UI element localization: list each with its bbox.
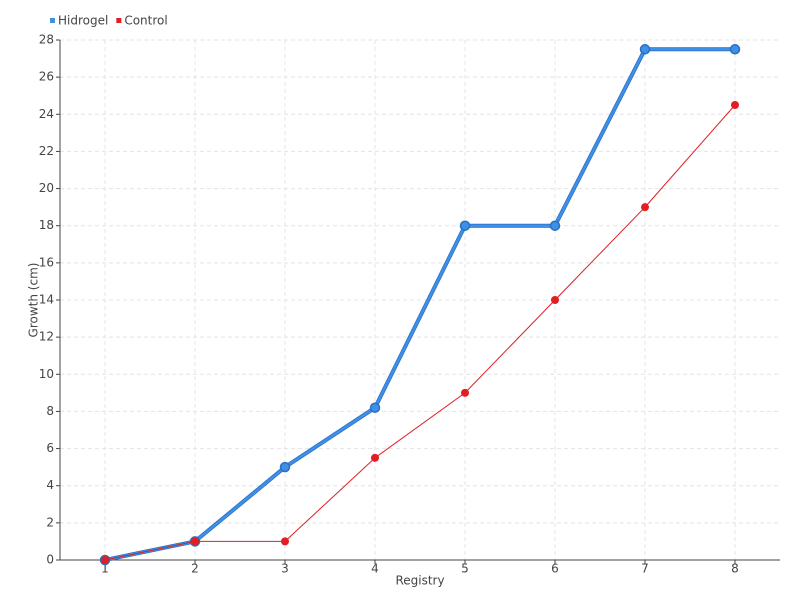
y-tick-label: 26 [39,70,54,84]
y-tick-label: 24 [39,107,54,121]
x-tick-label: 7 [641,562,649,576]
y-axis-label: Growth (cm) [27,263,41,338]
point [371,453,379,462]
point [551,296,559,304]
y-tick-label: 4 [46,478,54,492]
y-tick-label: 16 [39,255,54,269]
y-tick-label: 6 [46,441,54,455]
x-tick-label: 6 [551,562,559,576]
series-line-outline [104,47,735,562]
y-tick-label: 8 [46,404,54,418]
point [279,461,291,473]
point [369,402,381,413]
series-line [104,104,736,561]
legend-label: Control [124,14,167,28]
y-tick-label: 10 [39,367,54,381]
y-tick-label: 14 [39,293,54,307]
point [639,44,651,55]
x-tick-label: 5 [461,562,469,576]
legend-marker [116,18,122,23]
point [191,537,199,546]
y-tick-label: 2 [46,515,54,529]
x-tick-label: 8 [731,562,739,576]
x-tick-label: 2 [191,562,199,576]
point [459,220,471,231]
y-tick-label: 20 [39,181,54,195]
point [549,220,561,231]
x-tick-label: 3 [281,562,289,576]
legend-label: Hidrogel [58,14,108,28]
y-tick-label: 28 [39,33,54,47]
point [101,556,109,564]
x-axis-label: Registry [395,574,444,588]
point [641,203,649,212]
y-tick-label: 22 [39,144,54,158]
point [461,388,469,397]
y-tick-label: 0 [46,553,54,567]
point [281,537,289,546]
point [729,44,741,55]
y-tick-label: 18 [39,218,54,232]
x-tick-label: 1 [101,562,109,576]
point [731,101,739,109]
y-tick-label: 12 [39,330,54,344]
x-tick-label: 4 [371,562,379,576]
series-line [104,48,735,562]
legend-marker [50,18,55,23]
